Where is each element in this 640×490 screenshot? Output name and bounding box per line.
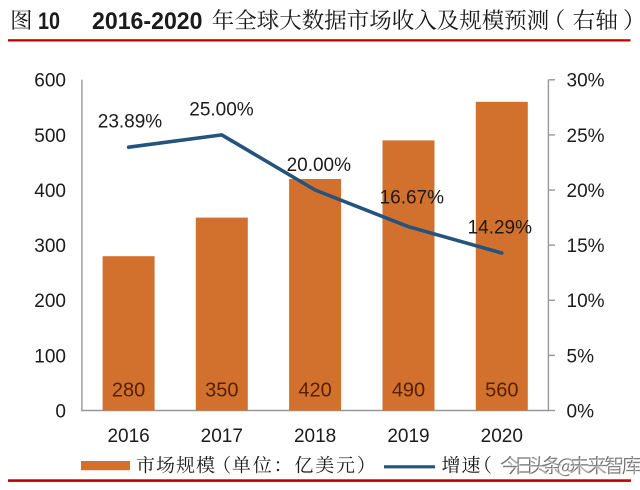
svg-text:560: 560 [485, 380, 518, 402]
svg-text:280: 280 [112, 380, 145, 402]
svg-text:5%: 5% [567, 346, 595, 367]
svg-text:20%: 20% [567, 181, 605, 202]
svg-text:2018: 2018 [294, 426, 336, 447]
svg-text:23.89%: 23.89% [98, 111, 163, 132]
svg-text:10%: 10% [567, 291, 605, 312]
svg-text:300: 300 [34, 236, 66, 257]
svg-text:15%: 15% [567, 236, 605, 257]
svg-text:200: 200 [34, 291, 66, 312]
svg-text:2016-2020: 2016-2020 [92, 8, 203, 35]
svg-text:14.29%: 14.29% [468, 217, 533, 238]
svg-text:490: 490 [392, 380, 425, 402]
svg-text:0: 0 [55, 401, 66, 422]
svg-text:2020: 2020 [481, 426, 523, 447]
svg-text:2019: 2019 [387, 426, 429, 447]
svg-text:420: 420 [298, 380, 331, 402]
svg-text:500: 500 [34, 126, 66, 147]
svg-text:25.00%: 25.00% [189, 99, 254, 120]
svg-text:20.00%: 20.00% [287, 155, 352, 176]
svg-text:0%: 0% [567, 401, 595, 422]
svg-text:400: 400 [34, 181, 66, 202]
svg-text:10: 10 [38, 8, 60, 35]
svg-text:16.67%: 16.67% [380, 187, 445, 208]
svg-text:2016: 2016 [107, 426, 149, 447]
svg-text:30%: 30% [567, 71, 605, 92]
svg-text:350: 350 [205, 380, 238, 402]
svg-text:25%: 25% [567, 126, 605, 147]
svg-text:2017: 2017 [201, 426, 243, 447]
svg-text:600: 600 [34, 71, 66, 92]
svg-text:100: 100 [34, 346, 66, 367]
